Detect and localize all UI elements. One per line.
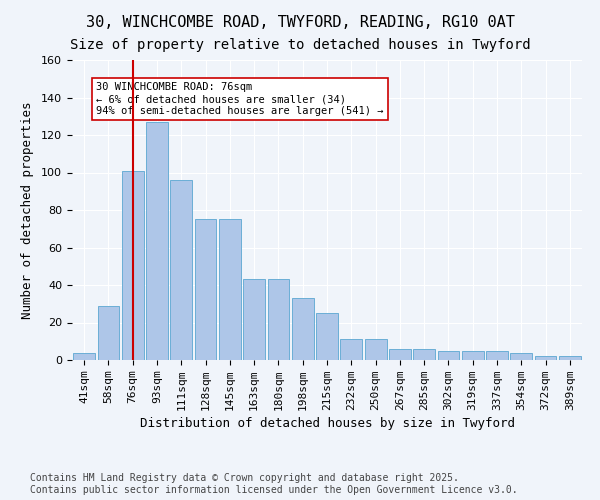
Bar — [292, 298, 314, 360]
Bar — [559, 356, 581, 360]
Bar — [73, 352, 95, 360]
Bar — [194, 220, 217, 360]
Bar — [413, 349, 435, 360]
Text: Contains HM Land Registry data © Crown copyright and database right 2025.
Contai: Contains HM Land Registry data © Crown c… — [30, 474, 518, 495]
X-axis label: Distribution of detached houses by size in Twyford: Distribution of detached houses by size … — [139, 417, 515, 430]
Bar — [122, 170, 143, 360]
Text: Size of property relative to detached houses in Twyford: Size of property relative to detached ho… — [70, 38, 530, 52]
Text: 30 WINCHCOMBE ROAD: 76sqm
← 6% of detached houses are smaller (34)
94% of semi-d: 30 WINCHCOMBE ROAD: 76sqm ← 6% of detach… — [96, 82, 384, 116]
Bar — [268, 280, 289, 360]
Bar — [219, 220, 241, 360]
Bar — [146, 122, 168, 360]
Bar — [340, 340, 362, 360]
Bar — [243, 280, 265, 360]
Bar — [535, 356, 556, 360]
Y-axis label: Number of detached properties: Number of detached properties — [21, 101, 34, 319]
Bar — [316, 313, 338, 360]
Text: 30, WINCHCOMBE ROAD, TWYFORD, READING, RG10 0AT: 30, WINCHCOMBE ROAD, TWYFORD, READING, R… — [86, 15, 514, 30]
Bar — [389, 349, 411, 360]
Bar — [486, 350, 508, 360]
Bar — [97, 306, 119, 360]
Bar — [365, 340, 386, 360]
Bar — [462, 350, 484, 360]
Bar — [437, 350, 460, 360]
Bar — [170, 180, 192, 360]
Bar — [511, 352, 532, 360]
